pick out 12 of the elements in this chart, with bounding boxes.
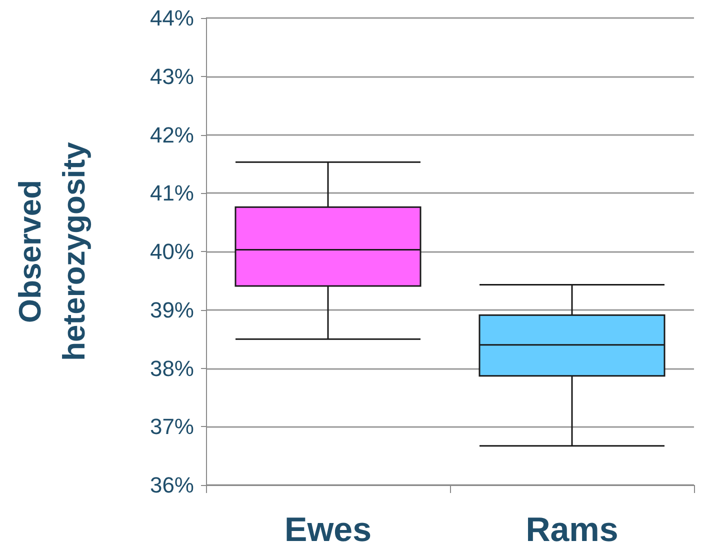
x-tick-label: Rams [526, 511, 618, 549]
y-tick-label: 41% [150, 180, 194, 206]
y-tick-label: 39% [150, 297, 194, 322]
x-tick-label: Ewes [284, 511, 372, 549]
y-tick-label: 42% [150, 122, 194, 148]
y-axis-title: Observed heterozygosity [12, 141, 92, 361]
y-tick-label: 36% [150, 472, 194, 498]
y-tick-label: 40% [150, 239, 194, 264]
y-tick-label: 38% [150, 356, 194, 381]
y-tick-label: 44% [150, 6, 194, 30]
y-tick-label: 43% [150, 64, 194, 89]
y-tick-label: 37% [150, 414, 194, 440]
